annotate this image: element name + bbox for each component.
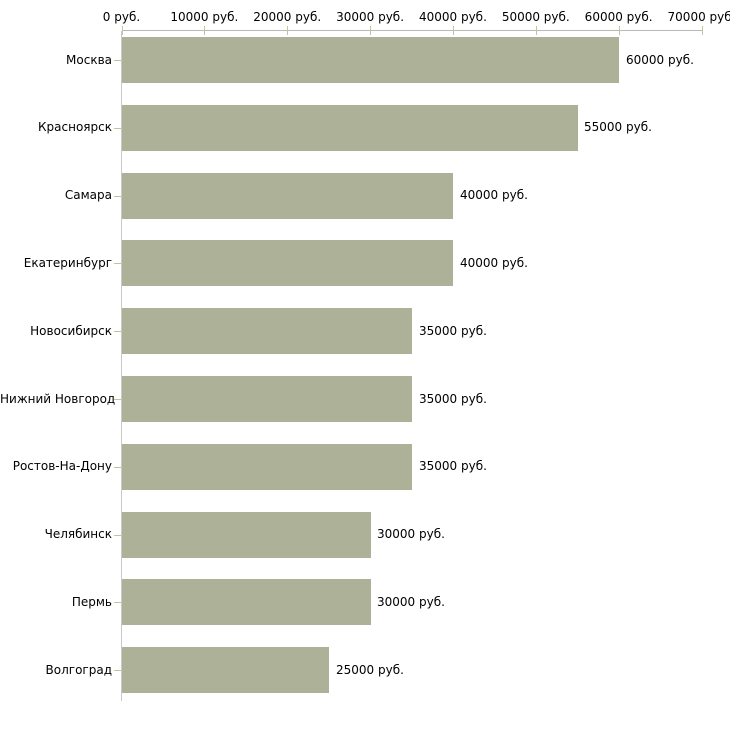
x-axis-tick [453, 26, 454, 35]
x-axis-tick [122, 26, 123, 35]
bar [122, 105, 578, 151]
bar [122, 376, 412, 422]
x-axis-tick [287, 26, 288, 35]
x-axis-tick [619, 26, 620, 35]
bar [122, 308, 412, 354]
y-axis-line [121, 31, 122, 701]
bar-value-label: 40000 руб. [460, 188, 528, 202]
category-tick [113, 399, 121, 400]
x-axis-tick-label: 10000 руб. [170, 10, 239, 24]
bar-value-label: 35000 руб. [419, 459, 487, 473]
bar [122, 444, 412, 490]
x-axis-tick-label: 60000 руб. [584, 10, 653, 24]
bar [122, 37, 619, 83]
category-label: Самара [64, 188, 112, 202]
bar [122, 240, 453, 286]
x-axis-tick-label: 70000 руб. [667, 10, 730, 24]
bar [122, 647, 329, 693]
category-tick [113, 60, 121, 61]
bar-value-label: 35000 руб. [419, 324, 487, 338]
category-tick [113, 196, 121, 197]
category-tick [113, 670, 121, 671]
category-tick [113, 128, 121, 129]
x-axis-tick [204, 26, 205, 35]
bar-value-label: 60000 руб. [626, 53, 694, 67]
x-axis-tick [370, 26, 371, 35]
category-label: Москва [66, 53, 112, 67]
category-label: Красноярск [38, 120, 112, 134]
bar-value-label: 30000 руб. [377, 595, 445, 609]
category-label: Челябинск [44, 527, 112, 541]
category-tick [113, 467, 121, 468]
category-label: Новосибирск [30, 324, 112, 338]
bar-value-label: 25000 руб. [336, 663, 404, 677]
bar [122, 512, 371, 558]
category-tick [113, 331, 121, 332]
category-tick [113, 263, 121, 264]
x-axis-tick-label: 20000 руб. [253, 10, 322, 24]
category-tick [113, 602, 121, 603]
category-tick [113, 535, 121, 536]
bar [122, 579, 371, 625]
bar [122, 173, 453, 219]
category-label: Ростов-На-Дону [12, 459, 112, 473]
x-axis-tick-label: 30000 руб. [336, 10, 405, 24]
bar-value-label: 30000 руб. [377, 527, 445, 541]
bar-value-label: 35000 руб. [419, 392, 487, 406]
x-axis-tick-label: 0 руб. [102, 10, 141, 24]
x-axis-tick [702, 26, 703, 35]
x-axis-tick [536, 26, 537, 35]
category-label: Екатеринбург [23, 256, 112, 270]
category-label: Пермь [71, 595, 112, 609]
x-axis-tick-label: 40000 руб. [418, 10, 487, 24]
category-label: Нижний Новгород [0, 392, 116, 406]
bar-value-label: 55000 руб. [584, 120, 652, 134]
x-axis-tick-label: 50000 руб. [501, 10, 570, 24]
category-label: Волгоград [45, 663, 112, 677]
bar-value-label: 40000 руб. [460, 256, 528, 270]
x-axis-line [121, 30, 703, 31]
